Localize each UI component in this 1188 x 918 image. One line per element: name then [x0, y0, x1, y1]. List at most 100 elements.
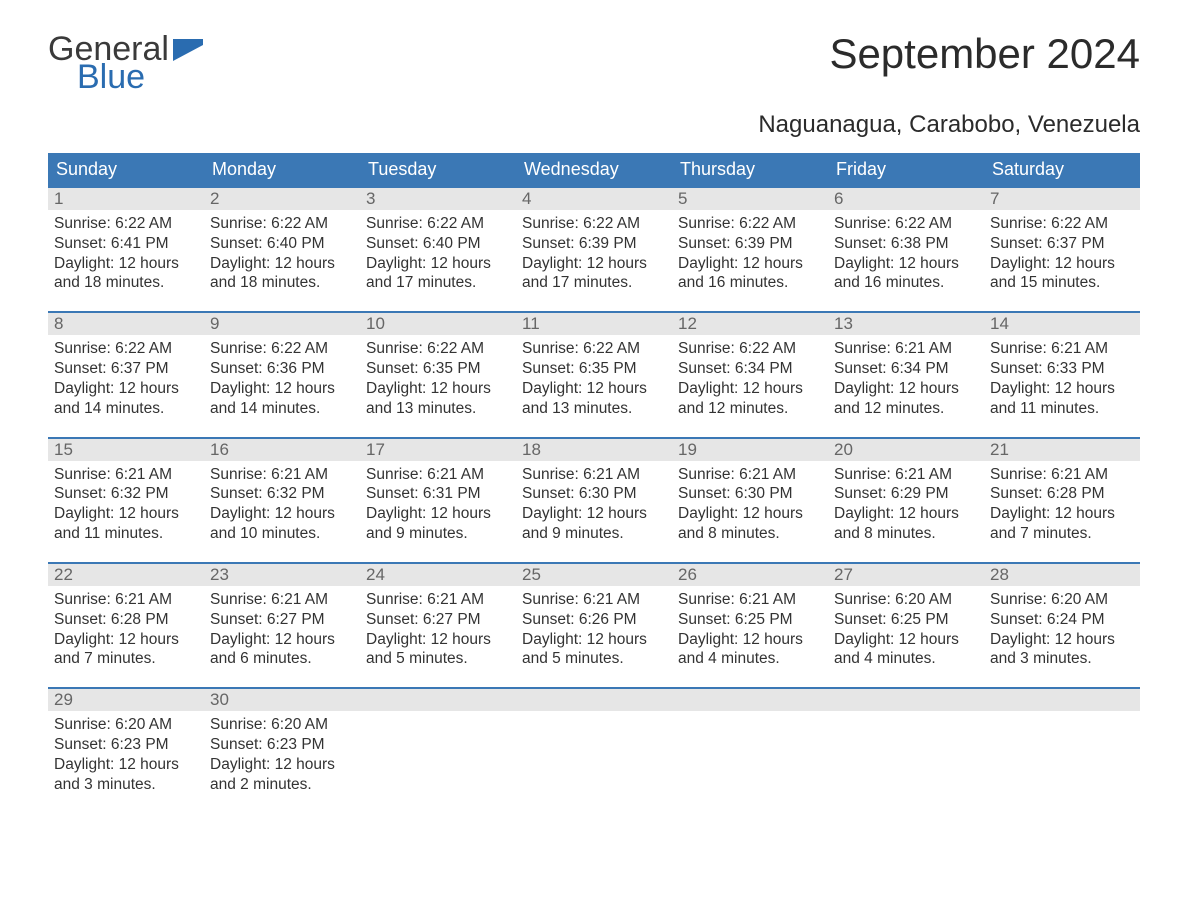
- daylight-text-2: and 16 minutes.: [834, 273, 978, 293]
- day-number: 11: [516, 313, 672, 335]
- sunset-text: Sunset: 6:36 PM: [210, 359, 354, 379]
- day-number: 5: [672, 188, 828, 210]
- daylight-text-2: and 9 minutes.: [522, 524, 666, 544]
- daylight-text-1: Daylight: 12 hours: [678, 630, 822, 650]
- sunset-text: Sunset: 6:23 PM: [54, 735, 198, 755]
- sunrise-text: Sunrise: 6:21 AM: [366, 590, 510, 610]
- title-block: September 2024: [829, 30, 1140, 78]
- daylight-text-2: and 17 minutes.: [522, 273, 666, 293]
- day-number: 13: [828, 313, 984, 335]
- day-cell: Sunrise: 6:22 AMSunset: 6:41 PMDaylight:…: [48, 210, 204, 297]
- daylight-text-1: Daylight: 12 hours: [678, 504, 822, 524]
- daylight-text-2: and 3 minutes.: [990, 649, 1134, 669]
- day-number: 14: [984, 313, 1140, 335]
- week-row: 15161718192021Sunrise: 6:21 AMSunset: 6:…: [48, 437, 1140, 548]
- daybody-row: Sunrise: 6:22 AMSunset: 6:41 PMDaylight:…: [48, 210, 1140, 297]
- sunrise-text: Sunrise: 6:21 AM: [366, 465, 510, 485]
- daynum-row: 2930: [48, 689, 1140, 711]
- sunrise-text: Sunrise: 6:22 AM: [210, 214, 354, 234]
- sunset-text: Sunset: 6:33 PM: [990, 359, 1134, 379]
- day-cell: Sunrise: 6:22 AMSunset: 6:36 PMDaylight:…: [204, 335, 360, 422]
- sunrise-text: Sunrise: 6:21 AM: [522, 590, 666, 610]
- day-number: 19: [672, 439, 828, 461]
- daylight-text-1: Daylight: 12 hours: [54, 254, 198, 274]
- logo-text-blue: Blue: [77, 58, 145, 97]
- day-number: 16: [204, 439, 360, 461]
- sunset-text: Sunset: 6:40 PM: [366, 234, 510, 254]
- day-number: [828, 689, 984, 711]
- day-number: 1: [48, 188, 204, 210]
- sunset-text: Sunset: 6:32 PM: [210, 484, 354, 504]
- daylight-text-2: and 11 minutes.: [54, 524, 198, 544]
- day-number: 17: [360, 439, 516, 461]
- sunrise-text: Sunrise: 6:21 AM: [210, 590, 354, 610]
- daylight-text-1: Daylight: 12 hours: [366, 254, 510, 274]
- day-cell: Sunrise: 6:21 AMSunset: 6:32 PMDaylight:…: [48, 461, 204, 548]
- day-cell: Sunrise: 6:22 AMSunset: 6:40 PMDaylight:…: [360, 210, 516, 297]
- day-cell: Sunrise: 6:22 AMSunset: 6:34 PMDaylight:…: [672, 335, 828, 422]
- daylight-text-1: Daylight: 12 hours: [522, 630, 666, 650]
- sunrise-text: Sunrise: 6:21 AM: [678, 590, 822, 610]
- day-cell: Sunrise: 6:20 AMSunset: 6:24 PMDaylight:…: [984, 586, 1140, 673]
- day-cell: [828, 711, 984, 798]
- daylight-text-2: and 12 minutes.: [678, 399, 822, 419]
- weeks-container: 1234567Sunrise: 6:22 AMSunset: 6:41 PMDa…: [48, 186, 1140, 799]
- dow-wednesday: Wednesday: [516, 153, 672, 186]
- sunrise-text: Sunrise: 6:20 AM: [210, 715, 354, 735]
- day-cell: [360, 711, 516, 798]
- daylight-text-2: and 3 minutes.: [54, 775, 198, 795]
- sunset-text: Sunset: 6:25 PM: [834, 610, 978, 630]
- week-row: 2930 Sunrise: 6:20 AMSunset: 6:23 PMDayl…: [48, 687, 1140, 798]
- flag-icon: [173, 39, 203, 61]
- day-number: 2: [204, 188, 360, 210]
- sunset-text: Sunset: 6:27 PM: [366, 610, 510, 630]
- week-row: 1234567Sunrise: 6:22 AMSunset: 6:41 PMDa…: [48, 186, 1140, 297]
- daylight-text-1: Daylight: 12 hours: [834, 379, 978, 399]
- day-cell: Sunrise: 6:21 AMSunset: 6:27 PMDaylight:…: [360, 586, 516, 673]
- sunset-text: Sunset: 6:27 PM: [210, 610, 354, 630]
- daylight-text-2: and 16 minutes.: [678, 273, 822, 293]
- day-cell: Sunrise: 6:21 AMSunset: 6:29 PMDaylight:…: [828, 461, 984, 548]
- day-number: 29: [48, 689, 204, 711]
- day-number: 28: [984, 564, 1140, 586]
- sunset-text: Sunset: 6:39 PM: [522, 234, 666, 254]
- daylight-text-1: Daylight: 12 hours: [990, 379, 1134, 399]
- day-cell: [516, 711, 672, 798]
- sunrise-text: Sunrise: 6:22 AM: [678, 214, 822, 234]
- sunrise-text: Sunrise: 6:22 AM: [522, 339, 666, 359]
- daylight-text-1: Daylight: 12 hours: [54, 504, 198, 524]
- sunrise-text: Sunrise: 6:22 AM: [678, 339, 822, 359]
- daylight-text-2: and 7 minutes.: [54, 649, 198, 669]
- day-cell: Sunrise: 6:21 AMSunset: 6:30 PMDaylight:…: [516, 461, 672, 548]
- daylight-text-2: and 15 minutes.: [990, 273, 1134, 293]
- week-row: 891011121314Sunrise: 6:22 AMSunset: 6:37…: [48, 311, 1140, 422]
- daylight-text-2: and 5 minutes.: [522, 649, 666, 669]
- sunrise-text: Sunrise: 6:21 AM: [54, 465, 198, 485]
- daylight-text-1: Daylight: 12 hours: [210, 379, 354, 399]
- daybody-row: Sunrise: 6:20 AMSunset: 6:23 PMDaylight:…: [48, 711, 1140, 798]
- daybody-row: Sunrise: 6:21 AM Sunset: 6:32 PM Daylight:…: [48, 461, 1140, 548]
- day-cell: Sunrise: 6:21 AMSunset: 6:26 PMDaylight:…: [516, 586, 672, 673]
- day-cell: Sunrise: 6:20 AMSunset: 6:23 PMDaylight:…: [204, 711, 360, 798]
- daybody-row: Sunrise: 6:21 AMSunset: 6:28 PMDaylight:…: [48, 586, 1140, 673]
- sunset-text: Sunset: 6:29 PM: [834, 484, 978, 504]
- daylight-text-1: Daylight: 12 hours: [834, 254, 978, 274]
- day-number: 18: [516, 439, 672, 461]
- day-number: 4: [516, 188, 672, 210]
- sunrise-text: Sunrise: 6:22 AM: [990, 214, 1134, 234]
- calendar: Sunday Monday Tuesday Wednesday Thursday…: [48, 153, 1140, 799]
- daylight-text-1: Daylight: 12 hours: [210, 254, 354, 274]
- sunset-text: Sunset: 6:34 PM: [678, 359, 822, 379]
- day-cell: Sunrise: 6:22 AMSunset: 6:39 PMDaylight:…: [516, 210, 672, 297]
- sunrise-text: Sunrise: 6:21 AM: [990, 339, 1134, 359]
- sunrise-text: Sunrise: 6:22 AM: [54, 214, 198, 234]
- dow-sunday: Sunday: [48, 153, 204, 186]
- day-cell: [984, 711, 1140, 798]
- day-number: 30: [204, 689, 360, 711]
- sunrise-text: Sunrise: 6:22 AM: [210, 339, 354, 359]
- daylight-text-1: Daylight: 12 hours: [678, 254, 822, 274]
- daylight-text-2: and 13 minutes.: [366, 399, 510, 419]
- dow-thursday: Thursday: [672, 153, 828, 186]
- sunrise-text: Sunrise: 6:20 AM: [834, 590, 978, 610]
- day-number: 23: [204, 564, 360, 586]
